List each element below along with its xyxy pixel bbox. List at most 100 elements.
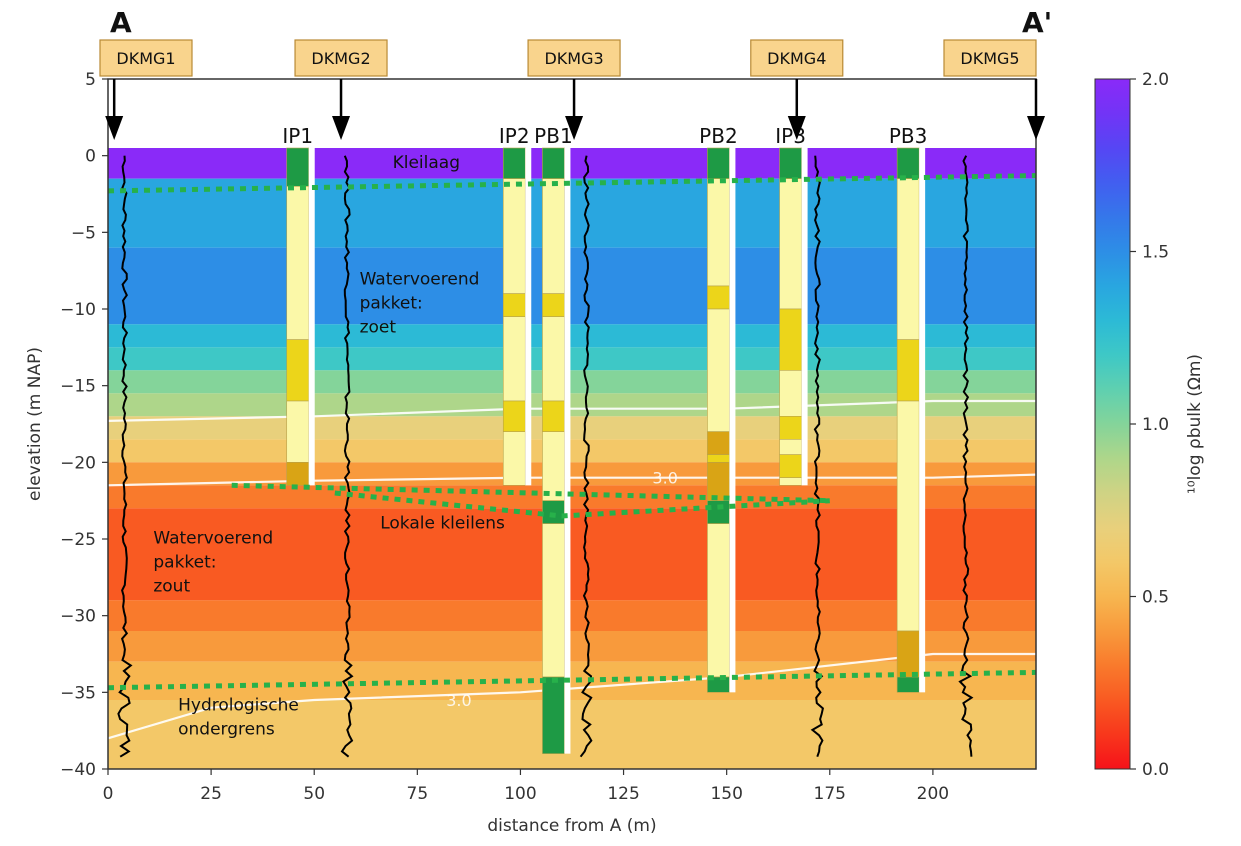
well-label-box xyxy=(99,39,193,77)
contour-line xyxy=(108,652,1036,740)
borehole-unit xyxy=(286,147,310,187)
interface-line xyxy=(108,669,1036,691)
resistivity-band xyxy=(108,600,1036,631)
y-tick-label: −25 xyxy=(60,530,96,550)
borehole-label: IP2 xyxy=(499,124,530,148)
annotation-line: Kleilaag xyxy=(393,153,460,173)
well-arrow-head xyxy=(105,116,124,140)
colorbar-tick-label: 0.5 xyxy=(1142,588,1169,608)
borehole-unit xyxy=(542,500,565,524)
borehole-unit xyxy=(896,339,920,402)
x-tick-label: 175 xyxy=(814,784,846,804)
borehole-casing xyxy=(919,148,926,693)
borehole-unit xyxy=(286,339,310,402)
borehole-unit xyxy=(286,462,310,486)
well-label: DKMG4 xyxy=(767,49,826,68)
borehole-casing xyxy=(308,148,315,486)
corner-label-end: A' xyxy=(1022,6,1052,39)
y-tick-label: −5 xyxy=(71,223,96,243)
borehole-unit xyxy=(542,523,565,678)
well-label: DKMG1 xyxy=(116,49,175,68)
borehole-unit xyxy=(896,178,920,340)
annotation-text: Hydrologische ondergrens xyxy=(178,696,299,740)
y-tick-label: 0 xyxy=(85,147,96,167)
borehole-unit xyxy=(779,178,802,310)
borehole-label: PB2 xyxy=(699,124,738,148)
borehole-unit xyxy=(707,523,730,678)
well-log-curve xyxy=(810,155,825,758)
borehole-unit xyxy=(707,454,730,463)
borehole-unit xyxy=(502,431,526,486)
colorbar-label: ¹⁰log ρbulk (Ωm) xyxy=(1185,354,1205,494)
borehole-label: IP1 xyxy=(282,124,313,148)
annotation-line: pakket: xyxy=(153,553,216,573)
borehole-casing xyxy=(729,148,736,693)
well-label: DKMG2 xyxy=(311,49,370,68)
borehole-casing xyxy=(564,148,571,754)
borehole-unit xyxy=(502,178,526,294)
borehole-unit xyxy=(542,431,565,501)
well-label: DKMG5 xyxy=(960,49,1019,68)
well-label-box xyxy=(943,39,1037,77)
interface-line xyxy=(334,490,830,519)
borehole-unit xyxy=(779,416,802,440)
annotation-text: Watervoerend pakket: zoet xyxy=(360,269,480,337)
borehole-unit xyxy=(502,316,526,402)
annotation-line: Watervoerend xyxy=(153,529,273,549)
colorbar-tick-label: 0.0 xyxy=(1142,760,1169,780)
annotation-line: zout xyxy=(153,577,190,597)
borehole-unit xyxy=(779,370,802,417)
x-tick-label: 125 xyxy=(607,784,639,804)
colorbar-tick-label: 1.5 xyxy=(1142,243,1169,263)
y-tick-label: 5 xyxy=(85,70,96,90)
contour-label: 3.0 xyxy=(446,691,471,710)
borehole-unit xyxy=(779,477,802,486)
contour-line xyxy=(108,473,1036,487)
plot-frame xyxy=(107,78,1037,770)
x-tick-label: 200 xyxy=(917,784,949,804)
borehole xyxy=(896,147,926,693)
borehole-unit xyxy=(707,178,730,287)
interface-line xyxy=(108,173,1036,194)
resistivity-band xyxy=(108,631,1036,662)
x-tick-label: 75 xyxy=(407,784,429,804)
resistivity-band xyxy=(108,439,1036,463)
x-axis-label: distance from A (m) xyxy=(487,816,656,836)
annotation-line: pakket: xyxy=(360,293,423,313)
borehole xyxy=(502,147,532,486)
borehole-unit xyxy=(896,400,920,632)
borehole-unit xyxy=(707,500,730,524)
borehole-unit xyxy=(502,400,526,432)
annotation-text: Lokale kleilens xyxy=(380,513,505,533)
resistivity-band xyxy=(108,347,1036,371)
borehole-label: PB3 xyxy=(889,124,928,148)
borehole xyxy=(779,147,808,486)
y-tick-label: −10 xyxy=(60,300,96,320)
annotation-line: Watervoerend xyxy=(360,269,480,289)
colorbar xyxy=(1094,78,1131,770)
resistivity-band xyxy=(108,393,1036,417)
corner-label-start: A xyxy=(110,6,132,39)
borehole-unit xyxy=(286,186,310,340)
interface-line xyxy=(231,482,830,504)
well-label: DKMG3 xyxy=(544,49,603,68)
borehole-casing xyxy=(525,148,532,486)
x-tick-label: 0 xyxy=(103,784,114,804)
x-tick-label: 50 xyxy=(303,784,325,804)
well-log-curve xyxy=(117,155,133,758)
borehole-unit xyxy=(779,439,802,455)
resistivity-band xyxy=(108,416,1036,440)
x-tick-label: 100 xyxy=(504,784,536,804)
borehole-label: PB1 xyxy=(534,124,573,148)
borehole-unit xyxy=(542,316,565,402)
y-tick-label: −15 xyxy=(60,377,96,397)
resistivity-band xyxy=(108,178,1036,248)
x-tick-label: 25 xyxy=(200,784,222,804)
y-tick-label: −35 xyxy=(60,683,96,703)
borehole-unit xyxy=(896,676,920,693)
resistivity-band xyxy=(108,700,1036,769)
colorbar-tick-label: 1.0 xyxy=(1142,415,1169,435)
y-tick-label: −30 xyxy=(60,607,96,627)
well-arrow-head xyxy=(332,116,351,140)
